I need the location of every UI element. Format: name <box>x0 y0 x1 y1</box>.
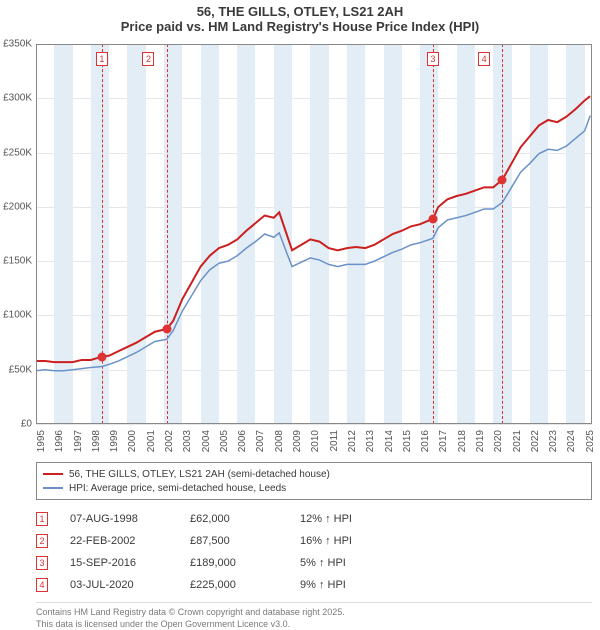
legend-row-2: HPI: Average price, semi-detached house,… <box>43 481 585 495</box>
event-num-box: 2 <box>36 534 48 548</box>
y-tick-label: £300K <box>3 93 32 104</box>
chart-container: 56, THE GILLS, OTLEY, LS21 2AH Price pai… <box>0 0 600 620</box>
event-price: £62,000 <box>190 513 300 525</box>
y-tick-label: £0 <box>21 419 32 430</box>
legend-swatch-hpi <box>43 487 63 489</box>
x-tick-label: 1999 <box>109 430 120 452</box>
plot-area: £0£50K£100K£150K£200K£250K£300K£350K 123… <box>36 44 592 424</box>
x-tick-label: 2018 <box>457 430 468 452</box>
y-tick-label: £250K <box>3 147 32 158</box>
legend-row-1: 56, THE GILLS, OTLEY, LS21 2AH (semi-det… <box>43 467 585 481</box>
x-tick-label: 2010 <box>310 430 321 452</box>
y-axis: £0£50K£100K£150K£200K£250K£300K£350K <box>0 44 36 424</box>
footer-line1: Contains HM Land Registry data © Crown c… <box>36 607 592 619</box>
x-tick-label: 2020 <box>493 430 504 452</box>
event-table: 1 07-AUG-1998£62,00012% ↑ HPI 2 22-FEB-2002… <box>36 508 592 596</box>
x-tick-label: 2005 <box>219 430 230 452</box>
event-date: 07-AUG-1998 <box>70 513 190 525</box>
x-tick-label: 1995 <box>36 430 47 452</box>
x-tick-label: 2024 <box>566 430 577 452</box>
x-tick-label: 2022 <box>530 430 541 452</box>
event-pct: 16% ↑ HPI <box>300 535 380 547</box>
plot-border <box>36 44 592 424</box>
chart-title-line1: 56, THE GILLS, OTLEY, LS21 2AH <box>0 0 600 19</box>
x-tick-label: 2019 <box>475 430 486 452</box>
x-tick-label: 2006 <box>237 430 248 452</box>
x-tick-label: 2008 <box>274 430 285 452</box>
x-tick-label: 1997 <box>73 430 84 452</box>
x-axis: 1995 1996 1997 1998 1999 2000 2001 2002 2003 2004… <box>36 428 592 458</box>
x-tick-label: 2000 <box>127 430 138 452</box>
x-tick-label: 2009 <box>292 430 303 452</box>
event-pct: 5% ↑ HPI <box>300 557 380 569</box>
x-tick-label: 1998 <box>91 430 102 452</box>
event-table-row: 3 15-SEP-2016£189,0005% ↑ HPI <box>36 552 592 574</box>
event-num-box: 1 <box>36 512 48 526</box>
x-tick-label: 2025 <box>585 430 596 452</box>
event-price: £189,000 <box>190 557 300 569</box>
footer: Contains HM Land Registry data © Crown c… <box>36 602 592 630</box>
x-tick-label: 2012 <box>347 430 358 452</box>
event-num-box: 3 <box>36 556 48 570</box>
y-tick-label: £350K <box>3 39 32 50</box>
event-date: 22-FEB-2002 <box>70 535 190 547</box>
x-tick-label: 2002 <box>164 430 175 452</box>
event-price: £225,000 <box>190 579 300 591</box>
x-tick-label: 2011 <box>329 430 340 452</box>
x-tick-label: 2007 <box>255 430 266 452</box>
event-pct: 12% ↑ HPI <box>300 513 380 525</box>
y-tick-label: £100K <box>3 310 32 321</box>
event-table-row: 2 22-FEB-2002£87,50016% ↑ HPI <box>36 530 592 552</box>
chart-title-line2: Price paid vs. HM Land Registry's House … <box>0 19 600 34</box>
x-tick-label: 2013 <box>365 430 376 452</box>
legend-label-hpi: HPI: Average price, semi-detached house,… <box>69 483 286 494</box>
x-tick-label: 2004 <box>201 430 212 452</box>
x-tick-label: 2016 <box>420 430 431 452</box>
y-tick-label: £50K <box>9 364 32 375</box>
x-tick-label: 2023 <box>548 430 559 452</box>
x-tick-label: 2014 <box>384 430 395 452</box>
x-tick-label: 2017 <box>438 430 449 452</box>
event-date: 03-JUL-2020 <box>70 579 190 591</box>
x-tick-label: 2021 <box>512 430 523 452</box>
event-num-box: 4 <box>36 578 48 592</box>
footer-line2: This data is licensed under the Open Gov… <box>36 619 592 630</box>
event-table-row: 4 03-JUL-2020£225,0009% ↑ HPI <box>36 574 592 596</box>
y-tick-label: £150K <box>3 256 32 267</box>
legend: 56, THE GILLS, OTLEY, LS21 2AH (semi-det… <box>36 462 592 500</box>
legend-swatch-property <box>43 473 63 475</box>
x-tick-label: 2015 <box>402 430 413 452</box>
event-table-row: 1 07-AUG-1998£62,00012% ↑ HPI <box>36 508 592 530</box>
x-tick-label: 2003 <box>182 430 193 452</box>
legend-label-property: 56, THE GILLS, OTLEY, LS21 2AH (semi-det… <box>69 469 330 480</box>
y-tick-label: £200K <box>3 201 32 212</box>
event-pct: 9% ↑ HPI <box>300 579 380 591</box>
x-tick-label: 2001 <box>146 430 157 452</box>
x-tick-label: 1996 <box>54 430 65 452</box>
event-date: 15-SEP-2016 <box>70 557 190 569</box>
event-price: £87,500 <box>190 535 300 547</box>
